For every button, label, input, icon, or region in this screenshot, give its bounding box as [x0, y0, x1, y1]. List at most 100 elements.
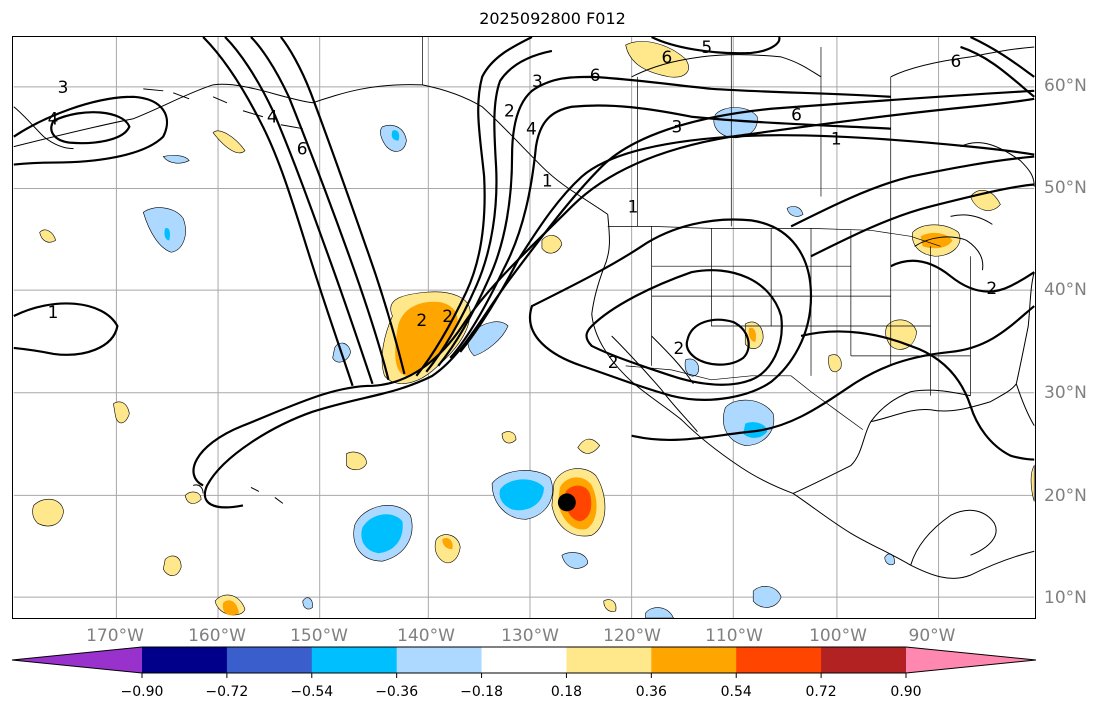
us-gulf-coast	[870, 383, 1017, 423]
contour-west-loop	[13, 95, 169, 166]
positive-patch-eastpac-3	[434, 534, 461, 563]
lat-label-50: 50°N	[1044, 178, 1087, 198]
colorbar-segment	[566, 647, 652, 673]
positive-patch-hudson	[625, 41, 689, 78]
colorbar-segment	[736, 647, 822, 673]
contour-label: 6	[590, 65, 601, 85]
colorbar-segment	[396, 647, 483, 673]
contour-label: 1	[628, 196, 639, 216]
contour-label: 3	[532, 71, 543, 91]
colorbar-ticks	[141, 673, 907, 678]
colorbar-tick-label: −0.90	[120, 684, 164, 700]
positive-patch-louisiana	[828, 354, 842, 373]
negative-patch-mexico-west-core	[743, 422, 768, 438]
lon-label-130: 130°W	[501, 626, 559, 646]
lat-label-40: 40°N	[1044, 280, 1087, 300]
east-coast	[1015, 272, 1035, 384]
us-canada-border	[607, 225, 941, 247]
contour-label: 5	[701, 37, 712, 57]
lat-label-20: 20°N	[1044, 486, 1087, 506]
lon-label-100: 100°W	[809, 626, 867, 646]
mexico-gulf-coast	[792, 389, 971, 494]
storm-center-marker	[557, 493, 576, 512]
positive-patch-small-8	[184, 491, 202, 504]
negative-patch-small-14	[645, 607, 674, 618]
contour-label: 6	[297, 139, 308, 159]
negative-patch-eastpac-4	[561, 552, 589, 569]
contour-high-inner	[685, 318, 750, 366]
negative-patch-small-15	[302, 597, 314, 610]
contour-trough-3	[250, 37, 390, 381]
shaded-fields	[32, 41, 1035, 618]
negative-patch-northpac-core	[164, 227, 171, 241]
positive-patch-small-5	[541, 235, 563, 254]
positive-patch-hawaii-west	[32, 498, 64, 527]
lon-label-170: 170°W	[86, 626, 144, 646]
positive-patch-small-7	[501, 431, 517, 444]
hudson-bay	[631, 54, 822, 78]
contour-east-2	[890, 259, 1035, 293]
contour-east-loop	[800, 330, 1035, 461]
positive-patch-small-10	[212, 130, 246, 154]
positive-patch-small-4	[113, 401, 130, 424]
baja-peninsula	[611, 335, 698, 432]
contour-ridge-6	[459, 134, 1035, 353]
contour-high-outer	[529, 218, 813, 401]
political-borders	[422, 37, 971, 430]
contour-label: 2	[673, 338, 684, 358]
negative-patch-northpac	[142, 207, 186, 253]
aleutians	[143, 88, 303, 130]
great-lakes	[914, 214, 993, 271]
colorbar-extend-low	[12, 647, 142, 673]
contour-ne-2	[810, 183, 1035, 258]
colorbar-segments	[11, 646, 1037, 674]
contour-label: 2	[504, 101, 515, 121]
contour-east-1	[631, 305, 1035, 442]
negative-patch-baja	[684, 358, 699, 377]
contours	[13, 37, 1035, 509]
colorbar-extend-high	[906, 647, 1036, 673]
contour-label: 1	[831, 129, 842, 149]
lon-label-140: 140°W	[397, 626, 455, 646]
contour-trough-4	[279, 37, 406, 375]
positive-patch-hurricane-core	[565, 485, 592, 522]
positive-patch-eastpac-3-core	[442, 538, 453, 550]
contour-ridge-2	[415, 37, 533, 377]
positive-patch-small-3	[346, 451, 367, 471]
contour-label: 2	[442, 306, 453, 326]
us-mexico-border	[625, 365, 864, 430]
florida	[1015, 383, 1035, 426]
contour-label: 2	[416, 310, 427, 330]
lat-label-30: 30°N	[1044, 383, 1087, 403]
contour-ridge-4	[437, 75, 891, 367]
colorbar-tick-label: 0.72	[805, 684, 837, 700]
colorbar-segment	[651, 647, 737, 673]
contour-label: 4	[267, 107, 278, 127]
contour-ridge-5	[449, 104, 891, 359]
canada-arctic	[890, 46, 1035, 78]
colorbar-tick-label: −0.72	[205, 684, 249, 700]
contour-label: 4	[48, 109, 59, 129]
yucatan	[910, 509, 997, 566]
alaska-coast	[13, 83, 608, 215]
central-america	[792, 493, 1035, 579]
contour-north-loop	[651, 37, 781, 55]
plot-title: 2025092800 F012	[479, 9, 626, 28]
positive-patch-south-pac-core	[222, 600, 239, 616]
contour-west-loop-inner	[50, 111, 131, 145]
positive-patch-small-2	[162, 555, 182, 576]
kamchatka	[13, 106, 74, 150]
lon-label-90: 90°W	[908, 626, 956, 646]
negative-patch-small-13	[752, 586, 782, 608]
negative-patch-eastpac-2-core	[361, 514, 403, 554]
lon-label-150: 150°W	[290, 626, 348, 646]
contour-corner-2	[969, 37, 1035, 78]
positive-patch-small-6	[577, 438, 601, 454]
hawaii	[192, 484, 284, 504]
colorbar-tick-label: 0.54	[720, 684, 752, 700]
colorbar-tick-label: −0.18	[460, 684, 503, 700]
contour-label: 6	[951, 51, 962, 71]
negative-patch-eastpac-1-core	[499, 479, 544, 511]
contour-labels: 3 4 6 5 6 3 2 4 6 3 6 1 1 1 2 2 2 2 2 1 …	[48, 37, 998, 372]
negative-patch-gulf-alaska-core	[391, 130, 400, 141]
